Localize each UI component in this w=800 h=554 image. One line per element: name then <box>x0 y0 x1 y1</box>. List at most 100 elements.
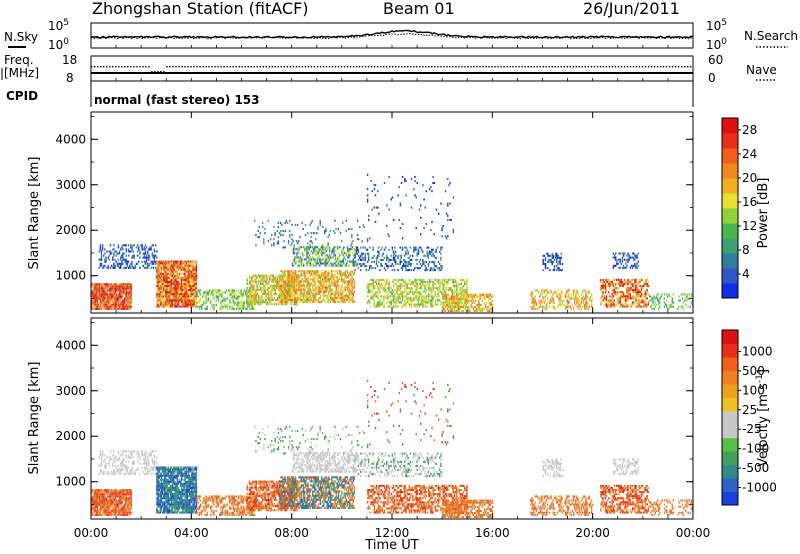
heatmap-cell <box>260 278 262 281</box>
heatmap-cell <box>287 299 289 302</box>
heatmap-cell <box>444 293 446 296</box>
heatmap-cell <box>460 293 462 296</box>
heatmap-cell <box>91 305 93 308</box>
heatmap-cell <box>435 303 438 306</box>
heatmap-cell <box>561 291 564 294</box>
heatmap-cell <box>354 269 356 272</box>
heatmap-cell <box>542 299 544 302</box>
heatmap-cell <box>618 258 620 261</box>
heatmap-cell <box>322 246 324 249</box>
heatmap-cell <box>122 283 125 286</box>
heatmap-cell <box>113 285 116 288</box>
heatmap-cell <box>602 280 604 283</box>
heatmap-cell <box>184 276 186 279</box>
heatmap-cell <box>614 291 617 294</box>
heatmap-cell <box>133 256 135 259</box>
heatmap-cell <box>544 263 547 266</box>
heatmap-cell <box>117 258 120 261</box>
heatmap-cell <box>378 252 380 255</box>
heatmap-cell <box>306 260 308 263</box>
heatmap-cell <box>241 305 243 308</box>
heatmap-cell <box>280 290 282 293</box>
heatmap-cell <box>125 266 128 269</box>
heatmap-cell <box>352 260 355 263</box>
heatmap-cell <box>303 246 305 249</box>
heatmap-cell <box>164 289 166 292</box>
heatmap-cell <box>265 295 268 298</box>
heatmap-cell <box>150 246 152 249</box>
heatmap-cell <box>632 289 635 292</box>
heatmap-cell <box>638 305 641 308</box>
heatmap-cell <box>491 295 494 298</box>
heatmap-cell <box>618 266 620 269</box>
heatmap-cell <box>334 292 336 295</box>
heatmap-cell <box>560 293 562 296</box>
heatmap-cell <box>551 295 553 298</box>
heatmap-cell <box>420 293 422 296</box>
heatmap-cell <box>290 276 292 279</box>
nave-dot <box>250 66 252 68</box>
heatmap-cell <box>468 293 470 296</box>
nave-dot <box>166 66 168 68</box>
heatmap-cell <box>308 290 310 293</box>
heatmap-cell <box>296 284 298 287</box>
heatmap-cell <box>351 252 353 255</box>
heatmap-cell <box>390 254 392 257</box>
heatmap-cell <box>115 299 118 302</box>
tick-base: 10 <box>48 19 63 33</box>
heatmap-cell <box>295 262 297 265</box>
heatmap-cell <box>421 265 423 268</box>
heatmap-cell <box>366 252 369 255</box>
heatmap-cell <box>187 262 190 265</box>
nsky-label: N.Sky <box>4 30 38 44</box>
nave-dot <box>184 66 186 68</box>
heatmap-cell <box>290 288 292 291</box>
heatmap-cell <box>309 246 312 249</box>
heatmap-cell <box>101 301 103 304</box>
heatmap-cell <box>231 297 233 300</box>
heatmap-cell <box>353 264 356 267</box>
heatmap-cell <box>401 293 404 296</box>
heatmap-cell <box>533 297 535 300</box>
heatmap-cell <box>391 295 394 298</box>
heatmap-cell <box>282 297 285 300</box>
cpid-label: CPID <box>6 89 38 103</box>
heatmap-cell <box>164 272 166 275</box>
heatmap-cell <box>223 297 225 300</box>
heatmap-cell <box>130 250 132 253</box>
heatmap-cell <box>183 262 185 265</box>
heatmap-cell <box>572 291 575 294</box>
heatmap-cell <box>348 248 350 251</box>
heatmap-cell <box>340 298 342 301</box>
heatmap-cell <box>392 265 395 268</box>
heatmap-cell <box>176 264 178 267</box>
heatmap-cell <box>274 276 277 279</box>
heatmap-cell <box>224 305 227 308</box>
heatmap-cell <box>106 295 109 298</box>
heatmap-cell <box>584 305 586 308</box>
heatmap-cell <box>94 295 96 298</box>
heatmap-cell <box>431 278 433 281</box>
heatmap-cell <box>169 274 172 277</box>
heatmap-cell <box>100 264 103 267</box>
heatmap-cell <box>339 264 341 267</box>
heatmap-cell <box>242 295 245 298</box>
heatmap-cell <box>265 280 268 283</box>
heatmap-cell <box>152 260 155 263</box>
heatmap-cell <box>283 274 286 277</box>
heatmap-cell <box>172 305 174 308</box>
heatmap-cell <box>336 280 339 283</box>
heatmap-cell <box>330 258 332 261</box>
heatmap-cell <box>156 266 158 269</box>
nave-dot <box>569 66 571 68</box>
heatmap-cell <box>478 295 480 298</box>
heatmap-cell <box>319 280 322 283</box>
heatmap-cell <box>415 287 417 290</box>
nave-dot <box>292 66 295 68</box>
heatmap-cell <box>118 287 120 290</box>
heatmap-cell <box>462 306 464 309</box>
heatmap-cell <box>95 297 97 300</box>
heatmap-cell <box>307 256 309 259</box>
heatmap-cell <box>147 262 149 265</box>
heatmap-cell <box>559 301 561 304</box>
